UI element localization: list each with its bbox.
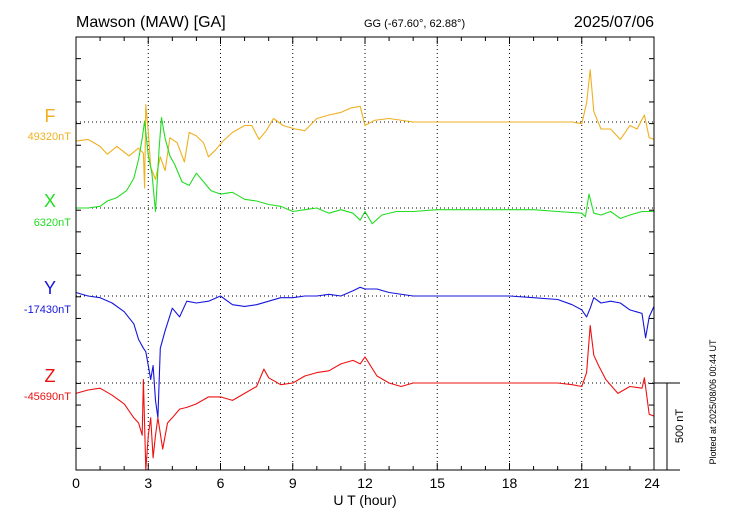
series-line-y	[75, 286, 655, 419]
series-name-f: F	[45, 106, 56, 126]
x-tick-labels: 0 3 6 9 12 15 18 21 24	[72, 475, 660, 491]
series-line-z	[75, 325, 655, 471]
series-line-x	[76, 116, 654, 225]
x-tick-label: 21	[574, 475, 590, 491]
x-axis-label: U T (hour)	[333, 492, 396, 508]
baseline-label-x: 6320nT	[34, 217, 72, 229]
x-tick-label: 0	[72, 475, 80, 491]
series-name-y: Y	[44, 278, 56, 298]
coordinates-label: GG (-67.60°, 62.88°)	[364, 18, 465, 30]
vertical-gridlines	[147, 37, 583, 470]
x-tick-label: 3	[144, 475, 152, 491]
series-group	[75, 69, 655, 471]
date-label: 2025/07/06	[574, 14, 654, 31]
tick-marks	[75, 37, 655, 471]
series-line-f	[75, 69, 655, 189]
series-name-z: Z	[45, 366, 56, 386]
baseline-label-f: 49320nT	[28, 131, 72, 143]
x-tick-label: 12	[357, 475, 373, 491]
x-tick-label: 9	[289, 475, 297, 491]
series-name-x: X	[44, 191, 56, 211]
station-title: Mawson (MAW) [GA]	[76, 14, 226, 31]
x-tick-label: 15	[429, 475, 445, 491]
x-tick-label: 24	[644, 475, 660, 491]
baseline-label-z: -45690nT	[24, 391, 71, 403]
scale-bar-label: 500 nT	[674, 409, 686, 444]
scale-bar	[654, 382, 680, 471]
plotted-timestamp: Plotted at 2025/08/06 00:44 UT	[708, 339, 718, 465]
x-tick-label: 6	[217, 475, 225, 491]
baseline-label-y: -17430nT	[24, 304, 71, 316]
x-tick-label: 18	[502, 475, 518, 491]
baseline-gridlines	[76, 121, 654, 384]
